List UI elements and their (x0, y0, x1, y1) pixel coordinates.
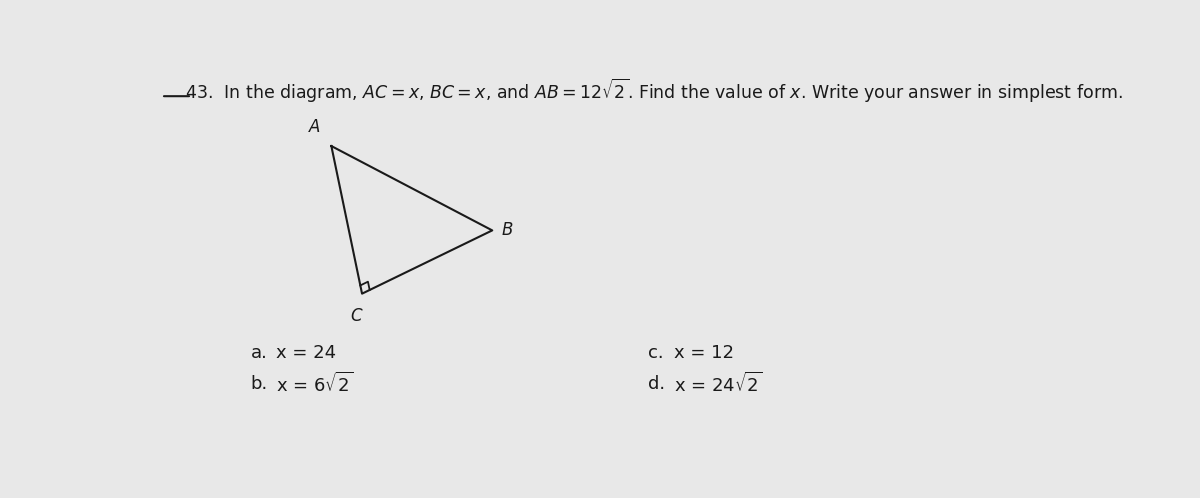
Text: b.: b. (251, 375, 268, 393)
Text: C: C (350, 307, 362, 325)
Text: x = 12: x = 12 (673, 344, 733, 362)
Text: 43.  In the diagram, $AC=x$, $BC=x$, and $AB=12\sqrt{2}$. Find the value of $x$.: 43. In the diagram, $AC=x$, $BC=x$, and … (185, 77, 1123, 105)
Text: c.: c. (648, 344, 664, 362)
Text: x = 24$\sqrt{2}$: x = 24$\sqrt{2}$ (673, 372, 762, 396)
Text: x = 24: x = 24 (276, 344, 337, 362)
Text: A: A (308, 119, 320, 136)
Text: x = 6$\sqrt{2}$: x = 6$\sqrt{2}$ (276, 372, 354, 396)
Text: d.: d. (648, 375, 665, 393)
Text: B: B (502, 222, 512, 240)
Text: a.: a. (251, 344, 268, 362)
